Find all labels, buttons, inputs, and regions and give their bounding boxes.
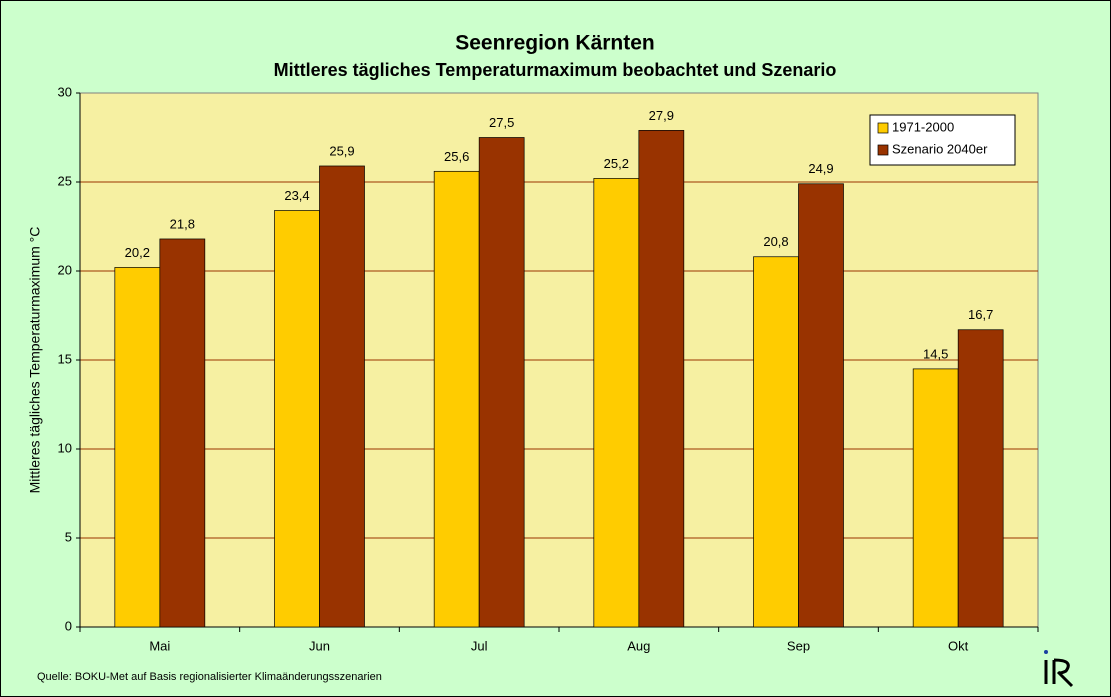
x-tick-label: Aug <box>627 638 650 653</box>
chart-subtitle: Mittleres tägliches Temperaturmaximum be… <box>274 60 837 80</box>
y-tick-label: 5 <box>65 529 72 544</box>
data-label: 25,2 <box>604 156 629 171</box>
data-label: 25,6 <box>444 149 469 164</box>
bar <box>114 267 161 628</box>
bar <box>753 256 799 628</box>
bar <box>638 130 685 628</box>
x-tick-label: Sep <box>787 638 810 653</box>
data-label: 20,2 <box>125 245 150 260</box>
data-label: 21,8 <box>170 216 195 231</box>
data-label: 23,4 <box>284 188 309 203</box>
bar <box>593 178 640 628</box>
bar <box>159 238 206 628</box>
legend-swatch <box>877 122 889 134</box>
x-tick-label: Okt <box>948 638 969 653</box>
bar <box>433 170 480 628</box>
bar <box>798 183 844 628</box>
y-tick-label: 15 <box>58 351 72 366</box>
x-tick-label: Mai <box>149 638 170 653</box>
y-tick-label: 20 <box>58 262 72 277</box>
data-label: 27,5 <box>489 115 514 130</box>
x-tick-label: Jun <box>309 638 330 653</box>
logo <box>1044 650 1074 688</box>
data-label: 27,9 <box>649 108 674 123</box>
bar <box>274 210 320 628</box>
legend-box <box>869 114 1016 166</box>
x-tick-label: Jul <box>471 638 488 653</box>
chart-title: Seenregion Kärnten <box>455 32 655 55</box>
data-label: 14,5 <box>923 346 948 361</box>
legend-label: 1971-2000 <box>892 119 954 134</box>
data-label: 25,9 <box>329 143 354 158</box>
y-tick-label: 30 <box>58 84 72 99</box>
y-tick-label: 0 <box>65 618 72 633</box>
y-tick-label: 25 <box>58 173 72 188</box>
data-label: 16,7 <box>968 307 993 322</box>
bar <box>319 165 365 628</box>
data-label: 24,9 <box>808 161 833 176</box>
bar <box>957 329 1004 628</box>
y-tick-label: 10 <box>58 440 72 455</box>
legend-swatch <box>877 144 889 156</box>
source-note: Quelle: BOKU-Met auf Basis regionalisier… <box>37 671 382 683</box>
bar <box>912 368 959 628</box>
y-axis-label: Mittleres tägliches Temperaturmaximum °C <box>27 227 43 494</box>
bar <box>478 137 525 628</box>
data-label: 20,8 <box>763 234 788 249</box>
legend-label: Szenario 2040er <box>892 141 988 156</box>
